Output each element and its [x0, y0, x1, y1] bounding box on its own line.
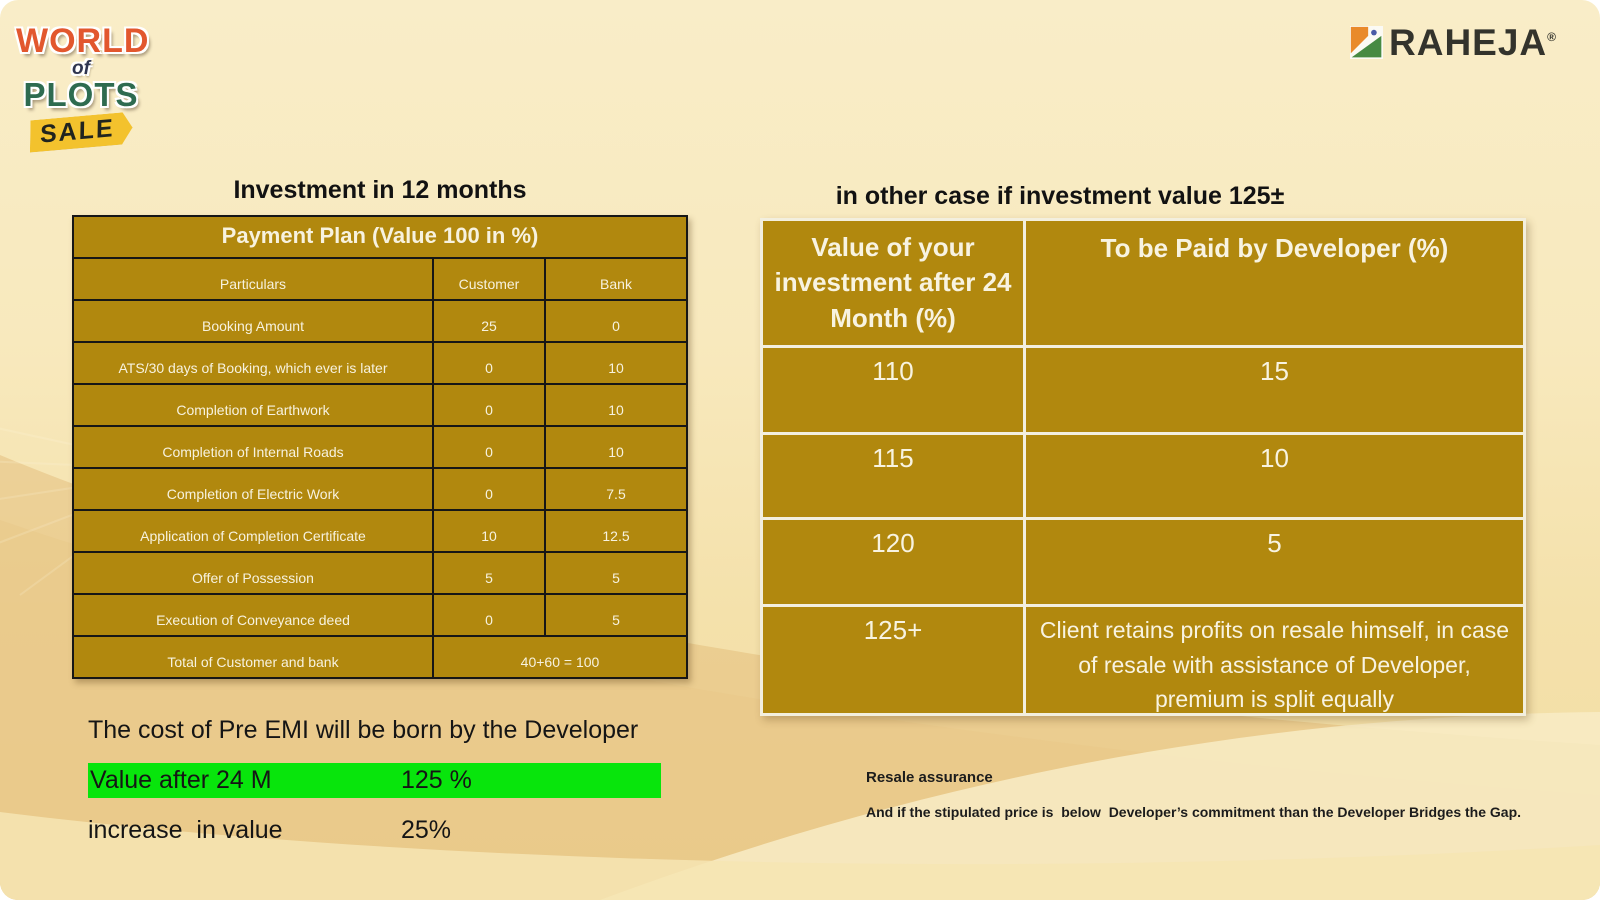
raheja-logo-icon [1350, 26, 1383, 59]
row-customer-value: 0 [434, 427, 544, 467]
investment-value-cell: 125+ [763, 607, 1023, 713]
logo-sale-banner: SALE [30, 111, 133, 152]
total-value: 40+60 = 100 [434, 637, 686, 677]
raheja-wordmark: RAHEJA® [1389, 24, 1557, 61]
pre-emi-note: The cost of Pre EMI will be born by the … [88, 716, 639, 744]
total-label: Total of Customer and bank [74, 637, 432, 677]
column-header-particulars: Particulars [74, 259, 432, 299]
payment-plan-header: Payment Plan (Value 100 in %) [74, 217, 686, 257]
column-header-bank: Bank [546, 259, 686, 299]
value-after-24m-label: Value after 24 M [90, 766, 272, 794]
row-customer-value: 0 [434, 595, 544, 635]
row-bank-value: 10 [546, 385, 686, 425]
row-label: Application of Completion Certificate [74, 511, 432, 551]
row-label: Booking Amount [74, 301, 432, 341]
registered-mark: ® [1547, 30, 1557, 44]
row-customer-value: 0 [434, 469, 544, 509]
row-customer-value: 25 [434, 301, 544, 341]
row-customer-value: 0 [434, 385, 544, 425]
value-after-24m-highlight: Value after 24 M 125 % [88, 763, 661, 798]
row-bank-value: 5 [546, 553, 686, 593]
logo-plots-text: PLOTS [23, 76, 139, 113]
increase-in-value-value: 25% [401, 815, 452, 844]
world-of-plots-logo: WORLD of PLOTS SALE [16, 22, 150, 148]
row-bank-value: 10 [546, 343, 686, 383]
column-header-customer: Customer [434, 259, 544, 299]
row-bank-value: 10 [546, 427, 686, 467]
developer-paid-cell: 15 [1026, 348, 1523, 432]
raheja-logo: RAHEJA® [1350, 24, 1557, 61]
row-customer-value: 10 [434, 511, 544, 551]
developer-paid-cell: 5 [1026, 520, 1523, 604]
developer-paid-note-cell: Client retains profits on resale himself… [1026, 607, 1523, 713]
increase-in-value-row: increase in value 25% [88, 812, 661, 848]
value-after-24m-value: 125 % [401, 766, 472, 794]
row-bank-value: 12.5 [546, 511, 686, 551]
row-label: Execution of Conveyance deed [74, 595, 432, 635]
investment-value-cell: 115 [763, 435, 1023, 517]
increase-in-value-label: increase in value [88, 815, 283, 844]
row-label: Offer of Possession [74, 553, 432, 593]
right-section-title: in other case if investment value 125± [835, 182, 1285, 210]
row-label: Completion of Earthwork [74, 385, 432, 425]
row-bank-value: 5 [546, 595, 686, 635]
developer-paid-cell: 10 [1026, 435, 1523, 517]
payment-plan-table: Payment Plan (Value 100 in %) Particular… [72, 215, 688, 679]
left-section-title: Investment in 12 months [233, 176, 527, 204]
raheja-name-text: RAHEJA [1389, 22, 1548, 63]
row-label: Completion of Internal Roads [74, 427, 432, 467]
row-customer-value: 0 [434, 343, 544, 383]
logo-of-text: of [72, 58, 90, 79]
investment-value-cell: 120 [763, 520, 1023, 604]
investment-value-cell: 110 [763, 348, 1023, 432]
resale-assurance-title: Resale assurance [866, 769, 993, 786]
row-label: Completion of Electric Work [74, 469, 432, 509]
developer-payout-table: Value of your investment after 24 Month … [760, 218, 1526, 716]
row-customer-value: 5 [434, 553, 544, 593]
resale-assurance-note: And if the stipulated price is below Dev… [866, 804, 1522, 820]
column-header-developer-paid: To be Paid by Developer (%) [1026, 221, 1523, 345]
logo-world-text: WORLD [16, 22, 150, 60]
column-header-investment-value: Value of your investment after 24 Month … [763, 221, 1023, 345]
row-bank-value: 0 [546, 301, 686, 341]
row-bank-value: 7.5 [546, 469, 686, 509]
row-label: ATS/30 days of Booking, which ever is la… [74, 343, 432, 383]
